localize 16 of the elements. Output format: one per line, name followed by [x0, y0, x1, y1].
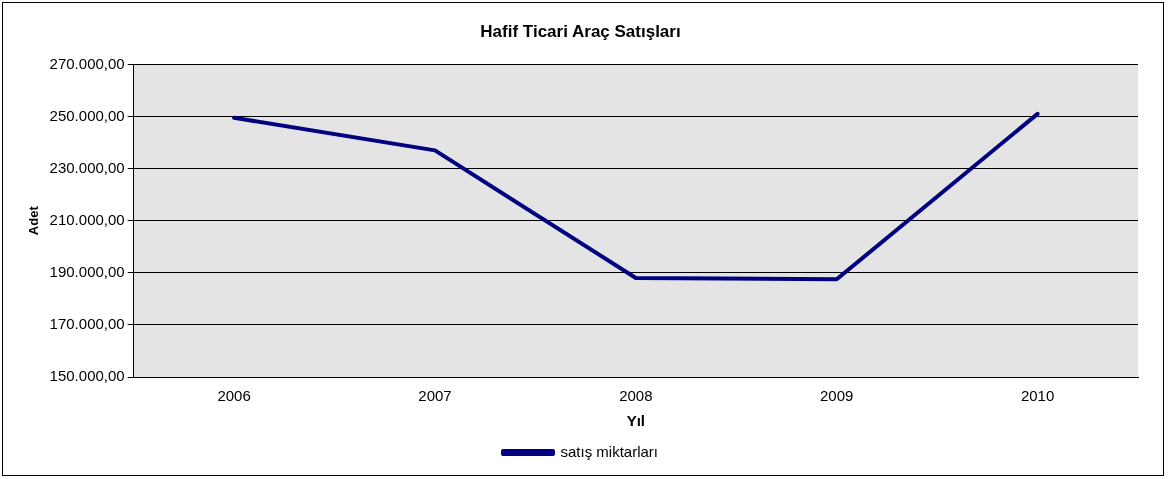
y-tick-label: 210.000,00 [49, 210, 125, 228]
y-tick-label: 190.000,00 [49, 262, 125, 280]
y-tick-label: 230.000,00 [49, 158, 125, 176]
x-tick-label: 2009 [820, 387, 854, 405]
legend-label: satış miktarları [560, 442, 659, 460]
x-tick-label: 2010 [1020, 387, 1055, 405]
y-tick-label: 150.000,00 [49, 367, 125, 385]
x-axis-title: Yıl [626, 412, 646, 430]
x-tick-label: 2006 [217, 387, 251, 405]
x-tick-label: 2008 [619, 387, 653, 405]
y-tick-label: 250.000,00 [49, 106, 125, 124]
y-axis-title: Adet [26, 205, 42, 236]
x-tick-label: 2007 [418, 387, 452, 405]
chart-title: Hafif Ticari Araç Satışları [480, 21, 681, 41]
y-tick-label: 270.000,00 [49, 54, 125, 72]
y-tick-label: 170.000,00 [49, 315, 125, 333]
